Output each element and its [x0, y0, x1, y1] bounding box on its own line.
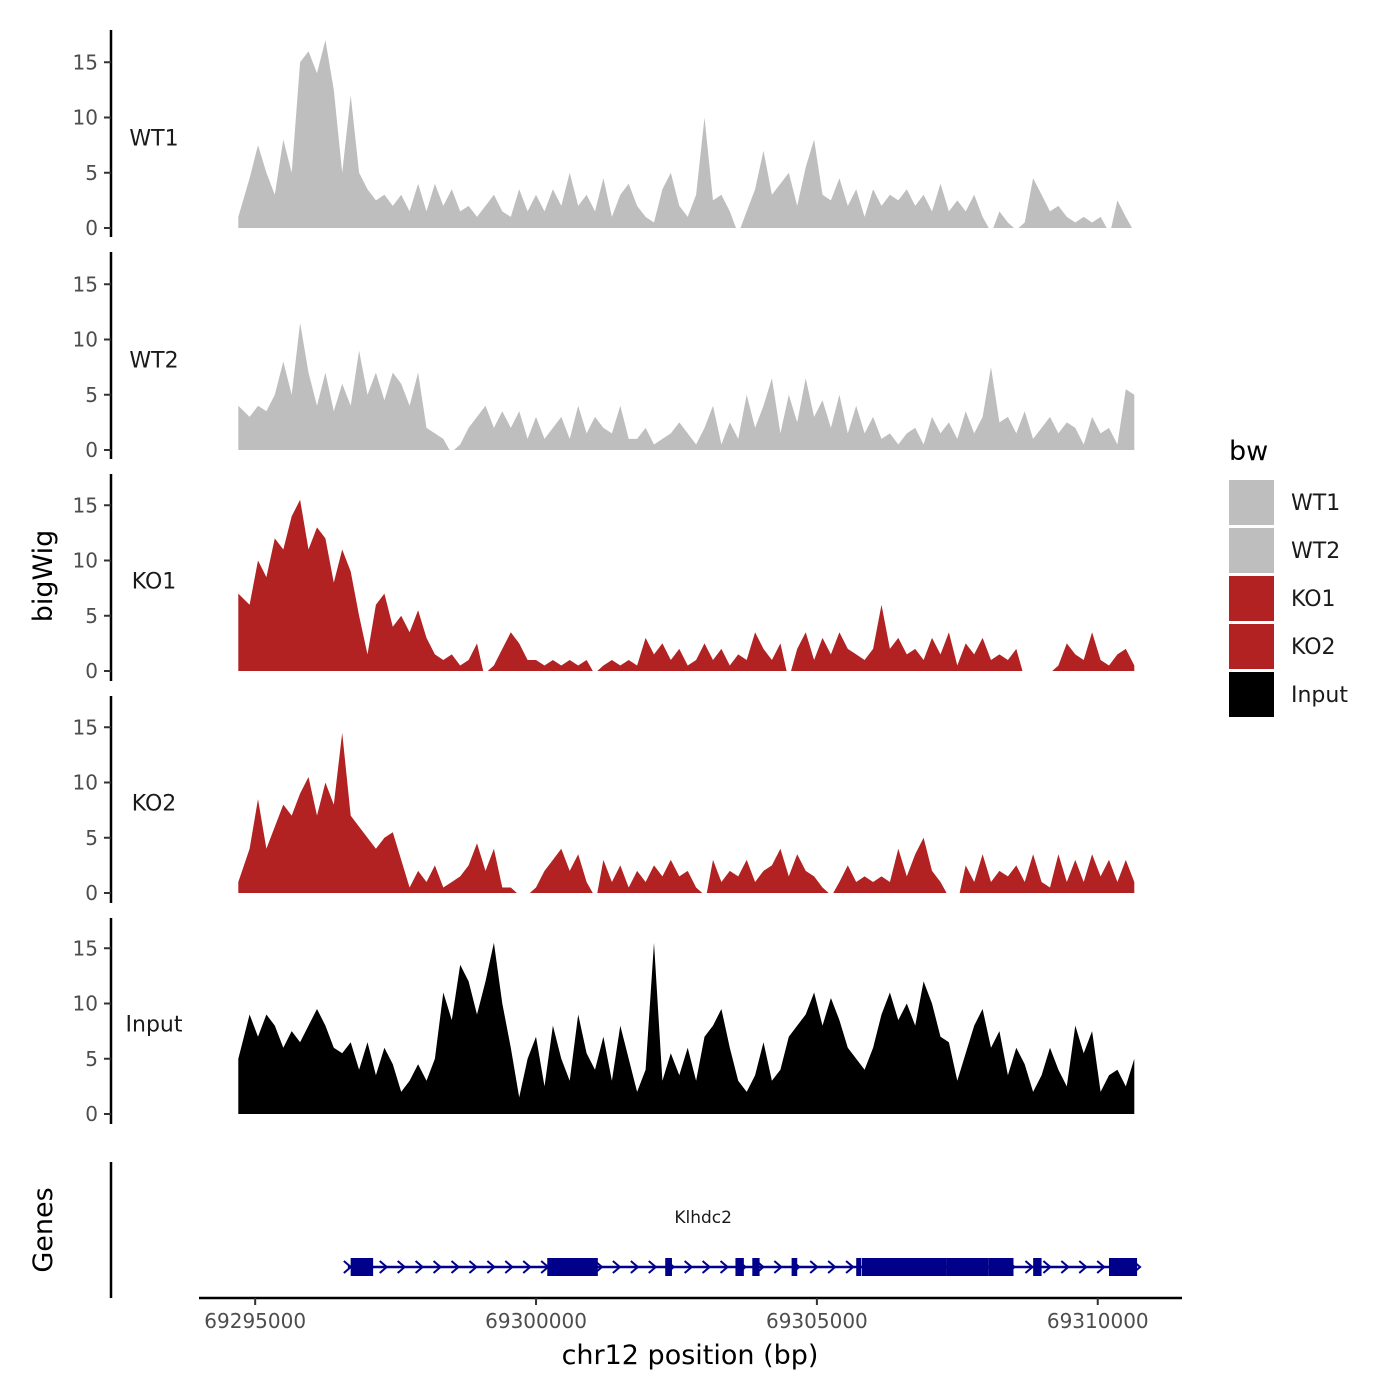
y-tick-label-ko2-10: 10 — [73, 771, 98, 795]
exon-6 — [791, 1258, 798, 1276]
track-label-ko1: KO1 — [132, 569, 177, 594]
y-tick-label-wt1-15: 15 — [73, 50, 98, 74]
track-ko1: 0 5 10 15 KO1 — [73, 474, 1135, 683]
track-label-wt2: WT2 — [129, 348, 178, 373]
area-wt2 — [238, 322, 1135, 450]
y-tick-label-ko2-15: 15 — [73, 715, 98, 739]
exon-4 — [735, 1258, 744, 1276]
area-input — [238, 942, 1135, 1114]
y-tick-label-wt1-0: 0 — [85, 216, 98, 240]
strand-arrow — [1042, 1260, 1052, 1274]
strand-arrow — [1060, 1260, 1070, 1274]
exon-3 — [665, 1258, 672, 1276]
strand-arrow — [630, 1260, 640, 1274]
legend-swatch-ko1 — [1229, 576, 1274, 621]
gene-model — [343, 1258, 1142, 1276]
x-axis: 69295000 69300000 69305000 69310000 — [199, 1296, 1182, 1333]
strand-arrow — [504, 1260, 514, 1274]
y-tick-label-wt2-0: 0 — [85, 438, 98, 462]
exon-1 — [350, 1258, 374, 1276]
strand-arrow — [809, 1260, 819, 1274]
strand-arrow — [1078, 1260, 1088, 1274]
exon-10 — [988, 1258, 1014, 1276]
strand-arrow — [683, 1260, 694, 1274]
y-tick-label-input-10: 10 — [73, 992, 98, 1016]
exon-9 — [946, 1258, 989, 1276]
y-tick-label-input-15: 15 — [73, 936, 98, 960]
area-wt1 — [238, 40, 1137, 228]
exon-8 — [861, 1258, 947, 1276]
strand-arrow — [522, 1260, 532, 1274]
x-tick-label-69300000: 69300000 — [485, 1309, 587, 1333]
y-tick-label-input-0: 0 — [85, 1102, 98, 1126]
x-tick-label-69295000: 69295000 — [204, 1309, 306, 1333]
strand-arrow — [612, 1260, 622, 1274]
exon-5 — [752, 1258, 760, 1276]
legend-title: bw — [1229, 436, 1268, 467]
exon-12 — [1108, 1258, 1138, 1276]
legend-swatch-wt1 — [1229, 480, 1274, 525]
strand-arrow — [773, 1260, 783, 1274]
track-label-wt1: WT1 — [129, 126, 178, 151]
y-tick-label-input-5: 5 — [85, 1047, 98, 1071]
legend-swatch-input — [1229, 672, 1274, 717]
strand-arrow — [397, 1260, 407, 1274]
exon-7 — [856, 1258, 862, 1276]
strand-arrow — [648, 1260, 658, 1274]
strand-arrow — [468, 1260, 478, 1274]
legend-swatch-wt2 — [1229, 528, 1274, 573]
track-ko2: 0 5 10 15 KO2 — [73, 696, 1135, 905]
y-tick-label-wt2-10: 10 — [73, 328, 98, 352]
legend-label-wt1: WT1 — [1291, 491, 1340, 516]
legend-label-input: Input — [1291, 683, 1348, 708]
strand-arrow — [486, 1260, 496, 1274]
y-tick-label-ko1-15: 15 — [73, 493, 98, 517]
strand-arrow — [343, 1260, 353, 1274]
strand-arrow — [432, 1260, 443, 1274]
y-tick-label-wt1-10: 10 — [73, 106, 98, 130]
exon-11 — [1033, 1258, 1042, 1276]
track-wt2: 0 5 10 15 WT2 — [73, 252, 1135, 462]
strand-arrow — [827, 1260, 837, 1274]
y-tick-label-ko1-0: 0 — [85, 659, 98, 683]
gene-track: Klhdc2 — [109, 1162, 1142, 1298]
x-tick-label-69305000: 69305000 — [766, 1309, 868, 1333]
y-tick-label-ko2-5: 5 — [85, 826, 98, 850]
y-tick-label-wt2-5: 5 — [85, 383, 98, 407]
track-wt1: 0 5 10 15 WT1 — [73, 30, 1137, 240]
strand-arrow — [719, 1260, 730, 1274]
y-tick-label-ko1-10: 10 — [73, 549, 98, 573]
signal-tracks: 0 5 10 15 WT1 0 5 10 15 WT2 0 5 10 15 KO1 0 5 10 15 KO2 0 5 10… — [73, 30, 1137, 1126]
legend-label-wt2: WT2 — [1291, 539, 1340, 564]
genes-axis-title: Genes — [28, 1187, 59, 1272]
legend-swatch-ko2 — [1229, 624, 1274, 669]
y-axis-title: bigWig — [28, 530, 59, 623]
area-ko1 — [238, 499, 1135, 671]
strand-arrow — [379, 1260, 389, 1274]
x-tick-label-69310000: 69310000 — [1047, 1309, 1149, 1333]
legend: bw WT1 WT2 KO1 KO2 Input — [1229, 436, 1348, 717]
x-axis-title: chr12 position (bp) — [562, 1340, 819, 1371]
strand-arrow — [450, 1260, 461, 1274]
track-label-input: Input — [126, 1012, 183, 1037]
area-ko2 — [238, 732, 1135, 893]
legend-label-ko1: KO1 — [1291, 587, 1336, 612]
track-label-ko2: KO2 — [132, 791, 177, 816]
y-tick-label-wt1-5: 5 — [85, 161, 98, 185]
y-tick-label-wt2-15: 15 — [73, 272, 98, 296]
track-input: 0 5 10 15 Input — [73, 918, 1135, 1126]
strand-arrow — [1024, 1260, 1034, 1274]
y-tick-label-ko2-0: 0 — [85, 881, 98, 905]
y-tick-label-ko1-5: 5 — [85, 604, 98, 628]
legend-label-ko2: KO2 — [1291, 635, 1336, 660]
strand-arrow — [845, 1260, 855, 1274]
gene-name-label: Klhdc2 — [674, 1208, 732, 1228]
strand-arrow — [1096, 1260, 1106, 1274]
exon-2 — [547, 1258, 598, 1276]
strand-arrow — [701, 1260, 712, 1274]
strand-arrow — [414, 1260, 425, 1274]
